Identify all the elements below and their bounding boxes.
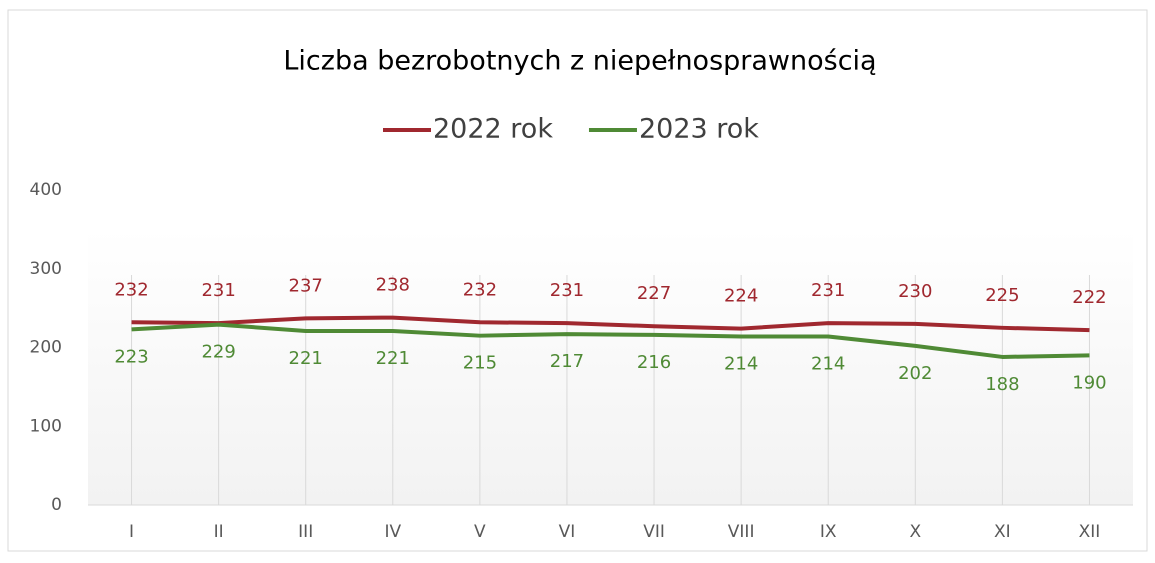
x-tick-label: VIII	[728, 522, 755, 542]
data-label: 217	[550, 351, 584, 372]
line-series	[131, 315, 1090, 333]
data-label: 224	[724, 286, 758, 307]
data-label: 238	[376, 275, 410, 296]
data-label: 229	[201, 342, 235, 363]
x-tick-label: IV	[384, 522, 401, 542]
data-label: 190	[1072, 372, 1106, 393]
y-tick-label: 400	[30, 180, 62, 200]
line-series	[131, 322, 1090, 359]
data-label: 214	[811, 353, 845, 374]
y-tick-label: 300	[30, 259, 62, 279]
x-tick-label: III	[298, 522, 313, 542]
x-tick-label: XI	[994, 522, 1011, 542]
y-tick-label: 200	[30, 338, 62, 358]
data-label: 202	[898, 363, 932, 384]
x-tick-label: II	[214, 522, 224, 542]
data-label: 231	[550, 280, 584, 301]
legend-label: 2023 rok	[639, 114, 759, 145]
x-tick-label: X	[909, 522, 921, 542]
data-label: 223	[114, 346, 148, 367]
data-label: 232	[463, 279, 497, 300]
data-label: 230	[898, 281, 932, 302]
data-label: 216	[637, 352, 671, 373]
data-label: 227	[637, 283, 671, 304]
data-label: 232	[114, 279, 148, 300]
x-tick-label: I	[129, 522, 134, 542]
data-label: 231	[201, 280, 235, 301]
data-label: 221	[376, 348, 410, 369]
x-tick-label: V	[474, 522, 486, 542]
y-tick-label: 0	[51, 495, 62, 515]
plot-background	[88, 229, 1133, 505]
x-tick-label: VI	[559, 522, 576, 542]
x-tick-label: IX	[820, 522, 837, 542]
legend-label: 2022 rok	[433, 114, 553, 145]
data-label: 222	[1072, 287, 1106, 308]
x-tick-label: XII	[1079, 522, 1101, 542]
data-label: 225	[985, 285, 1019, 306]
data-label: 214	[724, 353, 758, 374]
x-tick-label: VII	[643, 522, 665, 542]
data-label: 231	[811, 280, 845, 301]
data-label: 237	[289, 275, 323, 296]
data-label: 188	[985, 374, 1019, 395]
y-tick-label: 100	[30, 416, 62, 436]
chart-title: Liczba bezrobotnych z niepełnosprawności…	[283, 46, 876, 77]
data-label: 215	[463, 353, 497, 374]
data-label: 221	[289, 348, 323, 369]
